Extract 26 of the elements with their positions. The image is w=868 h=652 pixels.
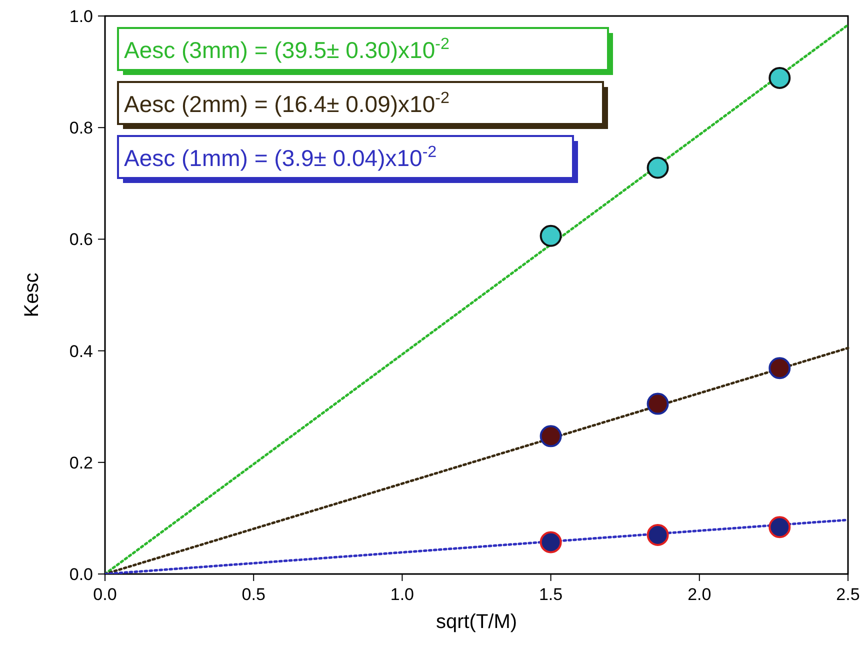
annotation: Aesc (2mm) = (16.4± 0.09)x10$^{-2}$ bbox=[124, 89, 450, 117]
y-tick-label: 0.6 bbox=[69, 230, 93, 250]
x-tick-label: 0.5 bbox=[242, 585, 266, 604]
point bbox=[768, 357, 791, 380]
y-tick-label: 0.4 bbox=[69, 342, 93, 361]
y-tick-label: 0.0 bbox=[69, 565, 93, 584]
y-tick-label: 0.2 bbox=[69, 453, 93, 472]
point bbox=[646, 156, 669, 179]
annotation: Aesc (1mm) = (3.9± 0.04)x10$^{-2}$ bbox=[124, 143, 437, 171]
x-tick-label: 1.0 bbox=[390, 585, 414, 604]
point bbox=[646, 524, 669, 546]
x-tick-label: 2.5 bbox=[836, 585, 860, 604]
point bbox=[646, 392, 669, 415]
x-tick-label: 2.0 bbox=[688, 585, 712, 604]
x-tick-label: 0.0 bbox=[93, 585, 117, 604]
y-tick-label: 0.8 bbox=[69, 118, 93, 138]
point bbox=[768, 516, 791, 538]
annotation: Aesc (3mm) = (39.5± 0.30)x10$^{-2}$ bbox=[124, 35, 450, 63]
point bbox=[540, 531, 562, 554]
x-axis-title: sqrt(T/M) bbox=[436, 611, 518, 633]
point bbox=[768, 66, 791, 89]
point bbox=[540, 425, 562, 448]
point bbox=[540, 224, 562, 247]
y-tick-label: 1.0 bbox=[69, 7, 93, 26]
y-axis-title: Kesc bbox=[21, 272, 43, 318]
x-tick-label: 1.5 bbox=[538, 585, 563, 604]
